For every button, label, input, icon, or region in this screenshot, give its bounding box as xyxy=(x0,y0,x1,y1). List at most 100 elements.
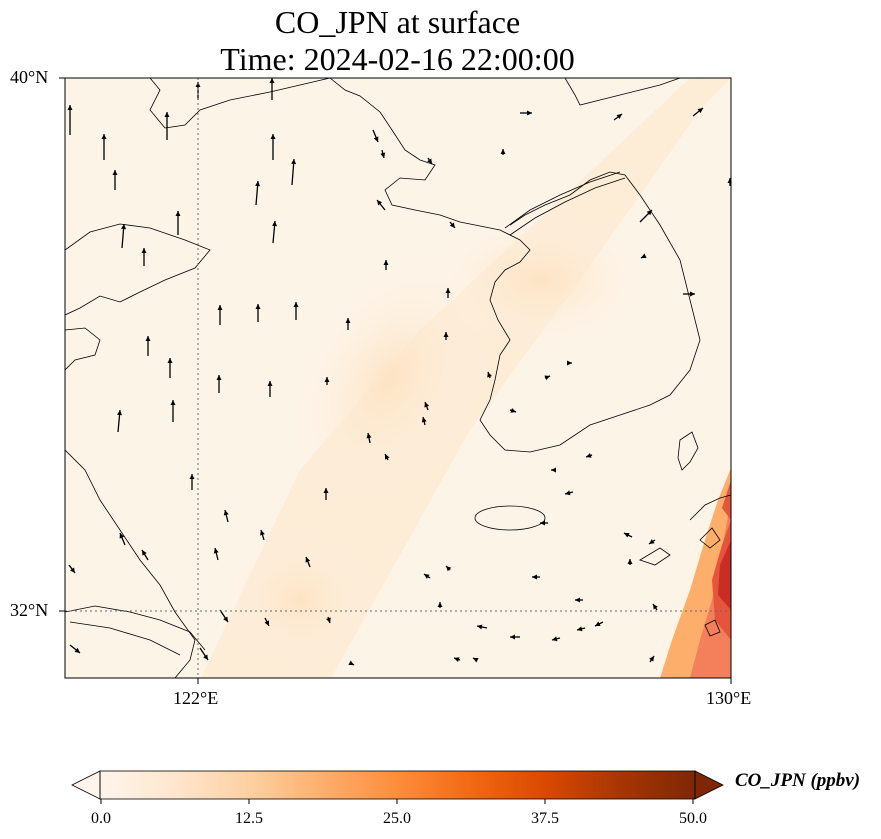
wind-arrow-head xyxy=(141,248,147,253)
wind-arrow-head xyxy=(552,636,558,642)
colorbar-label: CO_JPN (ppbv) xyxy=(735,770,861,791)
wind-arrow-head xyxy=(117,410,123,416)
high-concentration-area xyxy=(660,468,731,678)
wind-arrow-head xyxy=(348,660,354,665)
colorbar-tick-4: 50.0 xyxy=(679,810,707,827)
wind-arrow-head xyxy=(437,602,443,607)
lat-tick-32: 32°N xyxy=(10,600,49,620)
wind-arrow-head xyxy=(170,400,176,405)
wind-arrow-head xyxy=(377,200,383,206)
wind-arrow-head xyxy=(527,110,532,116)
wind-arrow-head xyxy=(649,539,655,544)
wind-arrow-head xyxy=(586,453,592,458)
wind-arrow-head xyxy=(324,377,330,382)
wind-arrow-head xyxy=(67,105,73,110)
wind-arrow-head xyxy=(727,178,731,183)
wind-arrow-head xyxy=(380,152,386,158)
wind-arrows xyxy=(67,78,731,666)
wind-arrow-head xyxy=(421,417,427,423)
wind-arrow-head xyxy=(477,624,483,630)
wind-arrow-head xyxy=(575,597,580,603)
wind-arrow-head xyxy=(624,533,630,538)
wind-arrow-head xyxy=(264,620,269,626)
wind-arrow-head xyxy=(203,654,208,660)
wind-arrow-head xyxy=(213,548,219,554)
wind-arrow-head xyxy=(145,336,151,341)
wind-arrow-head xyxy=(487,372,492,378)
wind-arrow-head xyxy=(74,647,80,653)
wind-arrow-head xyxy=(326,617,331,623)
wind-arrow-head xyxy=(385,454,390,460)
wind-arrow-head xyxy=(540,520,545,526)
wind-arrow-head xyxy=(616,114,622,119)
coastlines xyxy=(65,78,731,678)
co-concentration-field xyxy=(65,78,731,678)
wind-arrow-head xyxy=(167,358,173,363)
wind-arrow-head xyxy=(270,134,276,139)
wind-arrow-head xyxy=(649,656,654,662)
wind-arrow-head xyxy=(510,634,515,640)
colorbar-tick-2: 25.0 xyxy=(383,810,411,827)
wind-arrow-head xyxy=(510,408,516,413)
wind-arrow-head xyxy=(373,136,379,142)
wind-arrow-head xyxy=(70,567,75,573)
wind-arrow-head xyxy=(272,221,278,227)
wind-arrow-head xyxy=(345,318,351,323)
wind-arrow-head xyxy=(454,657,460,662)
wind-arrow-head xyxy=(443,332,449,337)
wind-arrow-head xyxy=(267,381,273,386)
wind-arrow-head xyxy=(500,149,506,154)
lon-tick-122: 122°E xyxy=(173,688,219,708)
wind-arrow-head xyxy=(260,530,265,536)
wind-arrow-head xyxy=(255,304,261,309)
wind-arrow-head xyxy=(164,112,170,117)
wind-arrow-head xyxy=(119,533,125,539)
wind-arrow-head xyxy=(449,222,455,228)
wind-arrow-head xyxy=(269,78,275,83)
wind-arrow-head xyxy=(291,159,297,165)
wind-arrow-head xyxy=(445,288,451,293)
wind-arrow-head xyxy=(565,490,571,496)
wind-arrow-head xyxy=(293,302,299,307)
map-frame xyxy=(64,77,732,679)
wind-arrow-head xyxy=(551,467,556,473)
wind-arrow-head xyxy=(305,557,311,563)
wind-arrow-head xyxy=(366,433,372,439)
wind-arrow-head xyxy=(142,550,147,556)
wind-arrow-head xyxy=(424,574,430,579)
lat-tick-40: 40°N xyxy=(10,67,49,87)
map-title: CO_JPN at surface xyxy=(274,4,521,40)
wind-arrow-head xyxy=(255,181,261,187)
wind-arrow-head xyxy=(697,108,703,114)
wind-arrow-head xyxy=(216,375,222,380)
wind-arrow-head xyxy=(223,616,228,622)
colorbar-tick-0: 0.0 xyxy=(91,810,111,827)
map-time: Time: 2024-02-16 22:00:00 xyxy=(220,41,575,77)
wind-arrow-head xyxy=(101,134,107,139)
colorbar-tick-1: 12.5 xyxy=(235,810,263,827)
colorbar xyxy=(71,770,724,804)
wind-arrow-head xyxy=(175,211,181,216)
wind-arrow-head xyxy=(690,291,695,297)
gridlines xyxy=(65,78,731,678)
wind-arrow-head xyxy=(532,574,537,580)
wind-arrow-head xyxy=(646,210,652,216)
wind-arrow-head xyxy=(473,658,479,663)
wind-arrow-head xyxy=(544,375,550,381)
colorbar-tick-3: 37.5 xyxy=(531,810,559,827)
wind-arrow-head xyxy=(577,626,583,632)
wind-arrow-head xyxy=(217,305,223,310)
wind-arrow-head xyxy=(223,510,229,516)
wind-arrow-head xyxy=(627,559,633,564)
wind-arrow-head xyxy=(189,474,195,479)
wind-arrow-head xyxy=(427,158,432,164)
wind-arrow-head xyxy=(112,170,118,175)
wind-arrow-head xyxy=(323,488,329,493)
wind-arrow-head xyxy=(446,566,452,572)
wind-arrow-head xyxy=(567,360,572,366)
wind-arrow-head xyxy=(383,260,389,265)
wind-arrow-head xyxy=(424,402,430,408)
wind-arrow-head xyxy=(653,604,658,610)
wind-arrow-head xyxy=(595,621,601,626)
